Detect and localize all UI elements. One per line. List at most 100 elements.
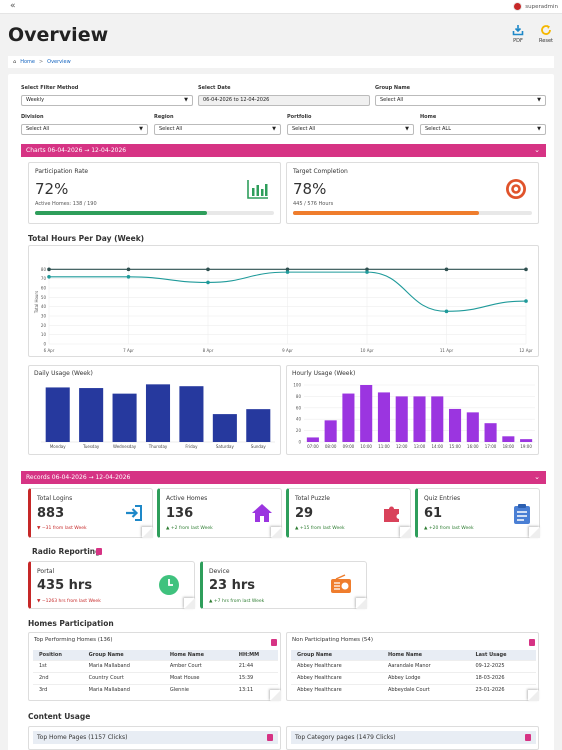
participation-progress [35, 211, 274, 215]
clock-icon [159, 575, 179, 595]
x-tick-label: 16:00 [467, 444, 479, 449]
pdf-button[interactable]: PDF [506, 24, 530, 44]
home-label: Home [420, 114, 437, 120]
breadcrumb-home[interactable]: Home [20, 59, 35, 65]
x-tick-label: 7 Apr [123, 348, 134, 353]
date-range-input[interactable]: 06-04-2026 to 12-04-2026 [198, 95, 370, 106]
chevron-down-icon[interactable]: ⌄ [534, 146, 540, 154]
portfolio-select[interactable]: Select All ▼ [287, 124, 414, 135]
data-point [524, 299, 528, 303]
bar [484, 423, 497, 442]
refresh-icon [541, 25, 551, 35]
table-row: 3rd Maria Mallaband Glennie 13:11 [33, 683, 278, 696]
target-icon [506, 179, 526, 199]
x-tick-label: 9 Apr [282, 348, 293, 353]
username: superadmin [525, 3, 558, 10]
chevron-down-icon[interactable]: ⌄ [534, 473, 540, 481]
non-participating-homes-panel: Non Participating Homes (54) Group Name H… [286, 632, 539, 701]
home-icon[interactable]: ⌂ [13, 59, 17, 65]
table-row: Abbey Healthcare Abbey Lodge 18-03-2026 [291, 671, 536, 684]
region-select[interactable]: Select All ▼ [154, 124, 281, 135]
x-tick-label: 11:00 [378, 444, 390, 449]
page-curl [142, 527, 153, 538]
total-logins-value: 883 [37, 506, 65, 521]
pdf-export-icon[interactable] [267, 734, 273, 741]
x-tick-label: 09:00 [343, 444, 355, 449]
pdf-export-icon[interactable] [529, 639, 535, 646]
bar [306, 437, 319, 442]
data-point [206, 267, 210, 272]
y-tick-label: 20 [296, 428, 302, 433]
total-hours-title: Total Hours Per Day (Week) [28, 234, 145, 243]
x-tick-label: 17:00 [485, 444, 497, 449]
portal-title: Portal [37, 568, 55, 575]
bar-chart-icon [247, 180, 268, 199]
pdf-export-icon[interactable] [96, 548, 102, 555]
daily-usage-panel: Daily Usage (Week) Monday Tuesday Wednesda… [28, 365, 281, 455]
non-participating-title: Non Participating Homes (54) [292, 637, 374, 643]
x-tick-label: 19:00 [520, 444, 532, 449]
column-header[interactable]: Home Name [381, 650, 470, 660]
top-performing-homes-panel: Top Performing Homes (136) Position Group… [28, 632, 281, 701]
page-title: Overview [8, 24, 109, 46]
column-header[interactable]: HH:MM [232, 650, 278, 660]
target-completion-sub: 445 / 576 Hours [293, 201, 334, 207]
portal-change: ▼ −1263 hrs from last Week [37, 599, 101, 604]
active-homes-change: ▲ +2 from last Week [166, 526, 213, 531]
collapse-sidebar-icon[interactable]: « [10, 1, 16, 11]
daily-usage-bar-chart: Monday Tuesday Wednesday Thursday Friday Satu… [41, 384, 275, 449]
radio-icon [331, 574, 351, 593]
content-usage-title: Content Usage [28, 712, 91, 721]
clipboard-icon [514, 504, 530, 524]
total-puzzle-card: Total Puzzle 29 ▲ +15 from last Week [286, 488, 411, 538]
group-select[interactable]: Select All ▼ [375, 95, 546, 106]
bar [324, 420, 337, 442]
x-tick-label: Saturday [216, 444, 235, 449]
y-tick-label: 30 [41, 314, 47, 319]
column-header[interactable]: Last Usage [469, 650, 536, 660]
records-section-bar[interactable]: Records 06-04-2026 → 12-04-2026 ⌄ [21, 471, 546, 484]
x-tick-label: Sunday [251, 444, 267, 449]
charts-section-bar[interactable]: Charts 06-04-2026 → 12-04-2026 ⌄ [21, 144, 546, 157]
hourly-usage-panel: Hourly Usage (Week) 0 20 40 60 80 100 07:00 08:… [286, 365, 539, 455]
column-header[interactable]: Home Name [163, 650, 233, 660]
pdf-export-icon[interactable] [525, 734, 531, 741]
bar [502, 436, 515, 442]
avatar [513, 2, 523, 11]
column-header[interactable]: Position [33, 650, 83, 660]
chevron-down-icon: ▼ [537, 97, 541, 103]
column-header[interactable]: Group Name [291, 650, 382, 660]
bar [448, 408, 462, 442]
total-hours-panel: 0 10 20 30 40 50 60 70 80 6 Apr 7 Apr 8 Apr 9 Apr 10 … [28, 245, 539, 357]
homes-participation-title: Homes Participation [28, 619, 114, 628]
reset-button[interactable]: Reset [534, 24, 558, 44]
total-logins-change: ▼ −31 from last Week [37, 526, 87, 531]
division-select[interactable]: Select All ▼ [21, 124, 148, 135]
breadcrumb-current: Overview [47, 59, 71, 65]
x-tick-label: 13:00 [414, 444, 426, 449]
portal-card: Portal 435 hrs ▼ −1263 hrs from last Wee… [28, 561, 195, 609]
chevron-down-icon: ▼ [537, 126, 541, 132]
target-progress [293, 211, 532, 215]
y-tick-label: 10 [41, 332, 47, 337]
quiz-entries-change: ▲ +20 from last Week [424, 526, 474, 531]
data-point [365, 267, 369, 272]
home-select[interactable]: Select ALL ▼ [420, 124, 546, 135]
daily-usage-title: Daily Usage (Week) [34, 370, 93, 377]
x-tick-label: 08:00 [325, 444, 337, 449]
login-icon [126, 505, 142, 521]
bar [145, 384, 171, 442]
total-puzzle-value: 29 [295, 506, 314, 521]
pdf-export-icon[interactable] [271, 639, 277, 646]
top-home-pages-title: Top Home Pages (1157 Clicks) [33, 731, 278, 744]
bar [395, 396, 408, 442]
x-tick-label: 12 Apr [519, 348, 533, 353]
portfolio-label: Portfolio [287, 114, 312, 120]
data-point [524, 267, 528, 272]
data-point [206, 280, 210, 285]
y-tick-label: 60 [41, 286, 47, 291]
column-header[interactable]: Group Name [82, 650, 164, 660]
x-tick-label: 18:00 [503, 444, 515, 449]
filter-method-select[interactable]: Weekly ▼ [21, 95, 193, 106]
user-menu[interactable]: superadmin [513, 2, 558, 11]
